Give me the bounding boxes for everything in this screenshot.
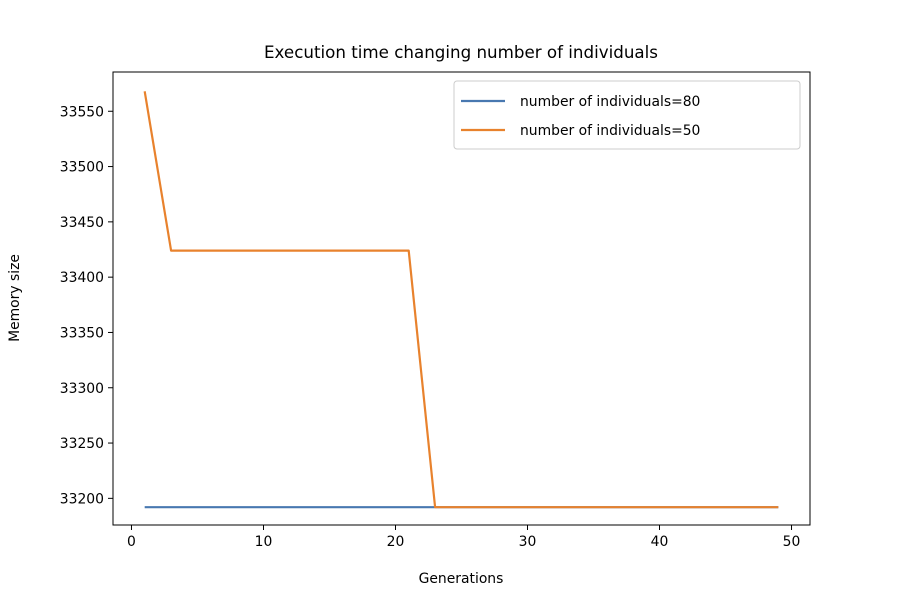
y-axis: 33200 33250 33300 33350 33400 33450 33500 33550 — [60, 104, 113, 507]
y-tick-label: 33500 — [60, 160, 104, 176]
y-axis-label: Memory size — [7, 254, 23, 342]
x-tick-label: 0 — [127, 534, 136, 550]
y-tick-label: 33300 — [60, 381, 104, 397]
y-tick-label: 33400 — [60, 270, 104, 286]
x-tick-label: 20 — [387, 534, 405, 550]
y-tick-label: 33450 — [60, 215, 104, 231]
x-axis-label: Generations — [419, 571, 504, 587]
legend: number of individuals=80 number of indivi… — [453, 80, 801, 150]
x-axis: 0 10 20 30 40 50 — [127, 525, 800, 550]
chart-title: Execution time changing number of indivi… — [264, 42, 658, 62]
x-tick-label: 40 — [651, 534, 669, 550]
plot-area — [143, 91, 779, 509]
plot-frame — [112, 71, 811, 526]
legend-box — [453, 80, 801, 150]
x-tick-label: 50 — [783, 534, 801, 550]
y-tick-label: 33200 — [60, 491, 104, 507]
x-tick-label: 30 — [519, 534, 537, 550]
legend-label-1: number of individuals=50 — [520, 123, 700, 139]
legend-label-0: number of individuals=80 — [520, 94, 700, 110]
x-tick-label: 10 — [255, 534, 273, 550]
series-line-1 — [143, 91, 779, 509]
y-tick-label: 33250 — [60, 436, 104, 452]
y-tick-label: 33350 — [60, 325, 104, 341]
y-tick-label: 33550 — [60, 104, 104, 120]
